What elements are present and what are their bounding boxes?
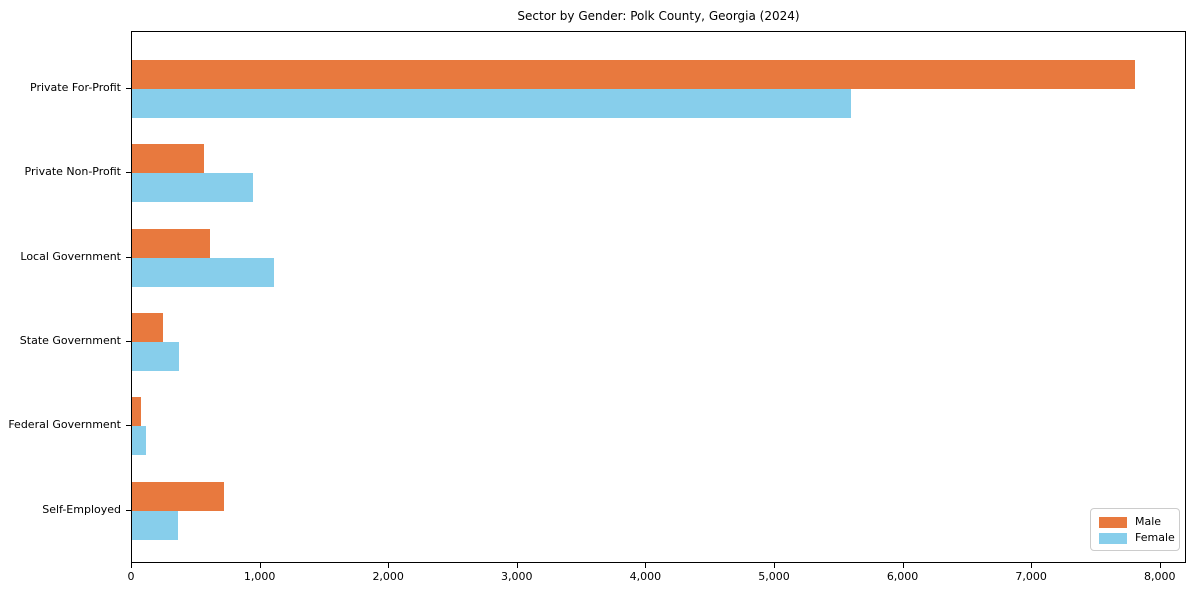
bar-female [132,341,179,371]
y-tick-label: State Government [19,333,121,347]
bar-female [132,173,254,203]
x-tick-label: 1,000 [243,570,276,583]
x-tick-label: 4,000 [629,570,662,583]
x-tick-label: 3,000 [501,570,533,583]
x-tick-mark [773,563,775,568]
y-tick-mark [126,340,131,342]
legend-label-male: Male [1135,515,1162,528]
legend-entry-male: Male [1099,514,1179,530]
y-tick-label: Private For-Profit [30,81,121,94]
x-tick-label: 2,000 [372,570,404,583]
bar-female [132,257,274,287]
bar-male [132,481,224,511]
x-tick-mark [516,563,518,568]
x-tick-label: 8,000 [1144,570,1176,583]
x-tick-mark [1031,563,1033,568]
y-tick-mark [126,509,131,511]
bar-female [132,89,852,118]
y-tick-label: Local Government [20,249,121,263]
y-tick-label: Private Non-Profit [24,165,121,179]
bar-male [132,397,142,427]
y-tick-label: Self-Employed [42,502,121,516]
chart-title: Sector by Gender: Polk County, Georgia (… [517,9,800,23]
bar-male [132,312,163,342]
x-tick-mark [1159,563,1161,568]
legend: Male Female [1090,508,1180,551]
legend-label-female: Female [1135,531,1175,544]
legend-swatch-female [1099,532,1127,544]
y-tick-mark [126,88,131,89]
plot-area [131,31,1186,563]
y-tick-label: Federal Government [8,418,121,432]
x-tick-mark [131,563,132,568]
bar-male [132,228,211,258]
bar-female [132,426,147,456]
y-tick-mark [126,172,131,174]
legend-swatch-male [1099,516,1127,528]
x-tick-label: 5,000 [758,570,790,583]
x-tick-mark [388,563,390,568]
x-tick-label: 6,000 [886,570,919,583]
bar-female [132,510,179,540]
x-tick-label: 0 [127,570,135,583]
x-tick-mark [259,563,261,568]
x-tick-mark [902,563,904,568]
bar-male [132,144,205,174]
legend-entry-female: Female [1099,530,1179,546]
bar-male [132,60,1136,89]
y-tick-mark [126,256,131,258]
x-tick-mark [645,563,647,568]
x-tick-label: 7,000 [1015,570,1047,583]
y-tick-mark [126,425,131,427]
